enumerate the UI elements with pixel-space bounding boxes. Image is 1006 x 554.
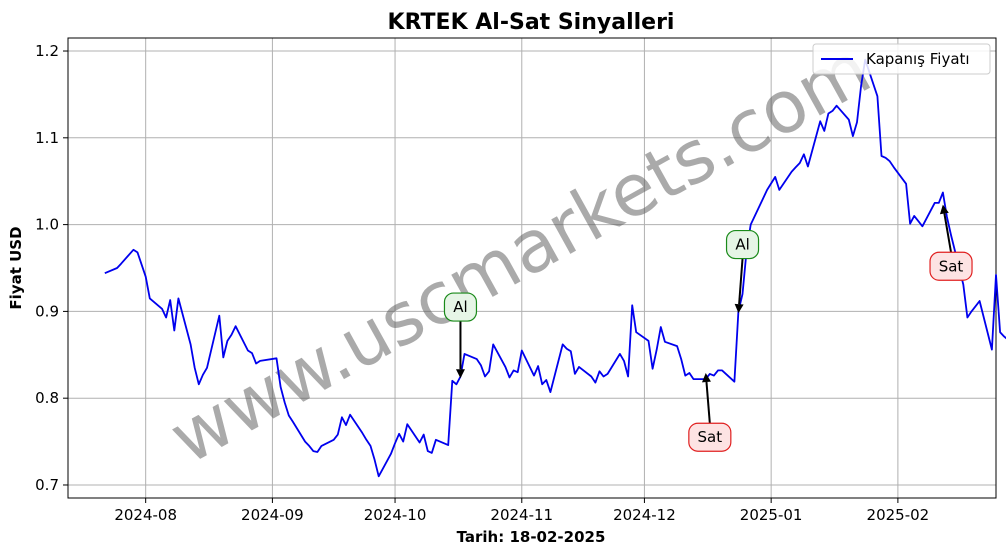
signal-arrow <box>705 381 711 424</box>
watermark: www.uscmarkets.com <box>156 26 884 480</box>
arrow-head <box>701 373 711 383</box>
legend-box <box>812 43 991 75</box>
signal-label: Sat <box>939 257 964 275</box>
y-axis-label: Fiyat USD <box>7 226 25 309</box>
signal-label: Al <box>735 236 749 254</box>
signal-box <box>725 229 760 260</box>
plot-frame <box>67 37 997 499</box>
x-tick-label: 2025-02 <box>867 506 930 524</box>
y-tick-label: 0.7 <box>35 476 59 494</box>
arrow-head <box>939 204 949 215</box>
signal-label: Sat <box>698 428 723 446</box>
legend-label: Kapanış Fiyatı <box>866 50 970 68</box>
x-tick-label: 2024-08 <box>114 506 177 524</box>
annotations-layer: Al Sat Al Sat <box>443 204 973 452</box>
sell-signal-annotation: Sat <box>688 373 732 452</box>
x-tick-label: 2024-10 <box>364 506 427 524</box>
arrow-head <box>455 369 465 379</box>
watermark-text: www.uscmarkets.com <box>156 26 884 480</box>
y-tick-label: 1.0 <box>35 216 59 234</box>
y-tick-label: 0.8 <box>35 389 59 407</box>
x-tick-label: 2024-09 <box>241 506 304 524</box>
signal-box <box>688 422 732 452</box>
legend: Kapanış Fiyatı <box>812 43 991 75</box>
buy-signal-annotation: Al <box>443 292 478 379</box>
y-tick-label: 1.1 <box>35 129 59 147</box>
x-tick-label: 2024-11 <box>490 506 553 524</box>
x-tick-label: 2025-01 <box>740 506 803 524</box>
signal-box <box>443 292 478 322</box>
y-tick-label: 1.2 <box>35 42 59 60</box>
sell-signal-annotation: Sat <box>929 204 973 281</box>
axes: 2024-08 2024-09 2024-10 2024-11 2024-12 2025-… <box>35 37 997 524</box>
signal-box <box>929 251 973 281</box>
y-tick-label: 0.9 <box>35 302 59 320</box>
signal-arrow <box>943 213 953 253</box>
x-axis-label: Tarih: 18-02-2025 <box>457 528 606 546</box>
x-tick-label: 2024-12 <box>613 506 676 524</box>
buy-signal-annotation: Al <box>725 229 760 314</box>
arrow-head <box>734 303 744 314</box>
series-layer <box>104 58 1006 478</box>
chart-title: KRTEK Al-Sat Sinyalleri <box>388 10 675 35</box>
signal-label: Al <box>453 298 467 316</box>
price-line <box>104 58 1006 478</box>
signal-arrow <box>738 258 744 305</box>
